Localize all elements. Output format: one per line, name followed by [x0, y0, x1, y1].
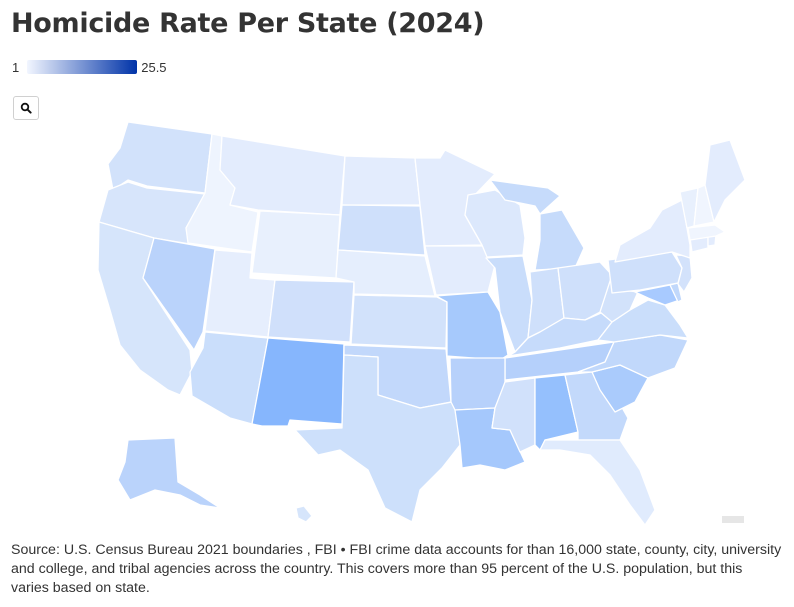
state-south-dakota[interactable]: [337, 204, 426, 256]
state-kansas[interactable]: [350, 294, 448, 349]
state-nebraska[interactable]: [335, 249, 436, 297]
state-maine[interactable]: [704, 139, 746, 223]
source-note: Source: U.S. Census Bureau 2021 boundari…: [11, 542, 782, 596]
map-attribution-mark: [722, 516, 744, 523]
state-new-mexico[interactable]: [251, 337, 345, 427]
state-nevada[interactable]: [142, 237, 216, 351]
legend-gradient-bar: [27, 60, 138, 74]
state-iowa[interactable]: [424, 245, 496, 296]
search-icon: [20, 102, 32, 114]
legend-max-label: 25.5: [141, 59, 167, 75]
state-florida[interactable]: [539, 439, 656, 526]
state-new-york[interactable]: [614, 199, 691, 263]
state-alaska[interactable]: [117, 437, 221, 509]
state-wyoming[interactable]: [251, 210, 341, 279]
zoom-button[interactable]: [13, 96, 39, 120]
us-state-map: [97, 121, 746, 526]
state-hawaii[interactable]: [295, 505, 313, 523]
legend-min-label: 1: [12, 59, 20, 75]
page-title: Homicide Rate Per State (2024): [11, 8, 485, 39]
state-montana[interactable]: [219, 135, 346, 216]
state-north-dakota[interactable]: [341, 155, 421, 206]
state-texas[interactable]: [294, 354, 461, 523]
state-missouri[interactable]: [435, 291, 509, 361]
color-legend: 1 25.5: [12, 58, 167, 76]
state-washington[interactable]: [107, 121, 213, 194]
state-massachusetts[interactable]: [687, 224, 726, 241]
state-north-carolina[interactable]: [577, 334, 689, 379]
state-colorado[interactable]: [267, 279, 355, 343]
